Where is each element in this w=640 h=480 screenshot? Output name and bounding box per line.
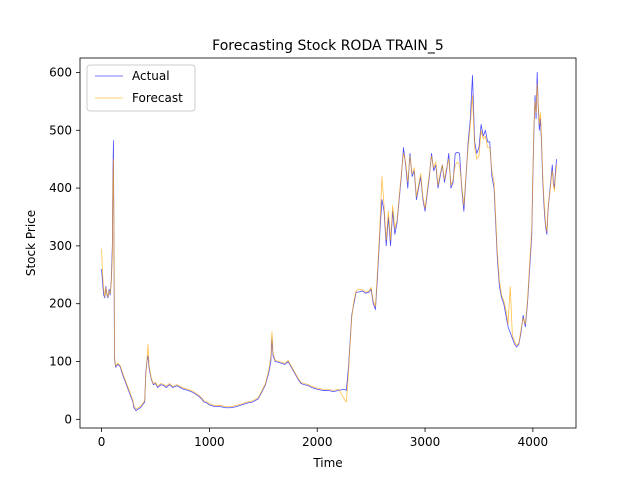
y-tick-label: 400 [49, 181, 72, 195]
y-tick-label: 600 [49, 65, 72, 79]
legend: Actual Forecast [86, 64, 196, 112]
y-axis-title: Stock Price [24, 210, 38, 276]
x-tick-label: 3000 [410, 435, 441, 449]
y-tick-label: 500 [49, 123, 72, 137]
legend-label-actual: Actual [132, 69, 170, 83]
series-line-forecast [101, 83, 557, 410]
x-tick-label: 4000 [518, 435, 549, 449]
x-tick-label: 1000 [194, 435, 225, 449]
series-layer [101, 72, 557, 412]
plot-frame [79, 57, 577, 429]
chart-title: Forecasting Stock RODA TRAIN_5 [212, 38, 444, 54]
x-tick-label: 0 [98, 435, 106, 449]
x-axis-title: Time [312, 456, 342, 470]
y-tick-label: 0 [64, 412, 72, 426]
legend-label-forecast: Forecast [132, 91, 183, 105]
x-axis: 0 1000 2000 3000 4000 [98, 428, 548, 449]
x-tick-label: 2000 [302, 435, 333, 449]
y-tick-label: 300 [49, 239, 72, 253]
series-line-actual [101, 72, 557, 412]
y-axis: 0 100 200 300 400 500 600 [49, 65, 80, 426]
legend-box [86, 64, 196, 112]
y-tick-label: 200 [49, 297, 72, 311]
y-tick-label: 100 [49, 355, 72, 369]
